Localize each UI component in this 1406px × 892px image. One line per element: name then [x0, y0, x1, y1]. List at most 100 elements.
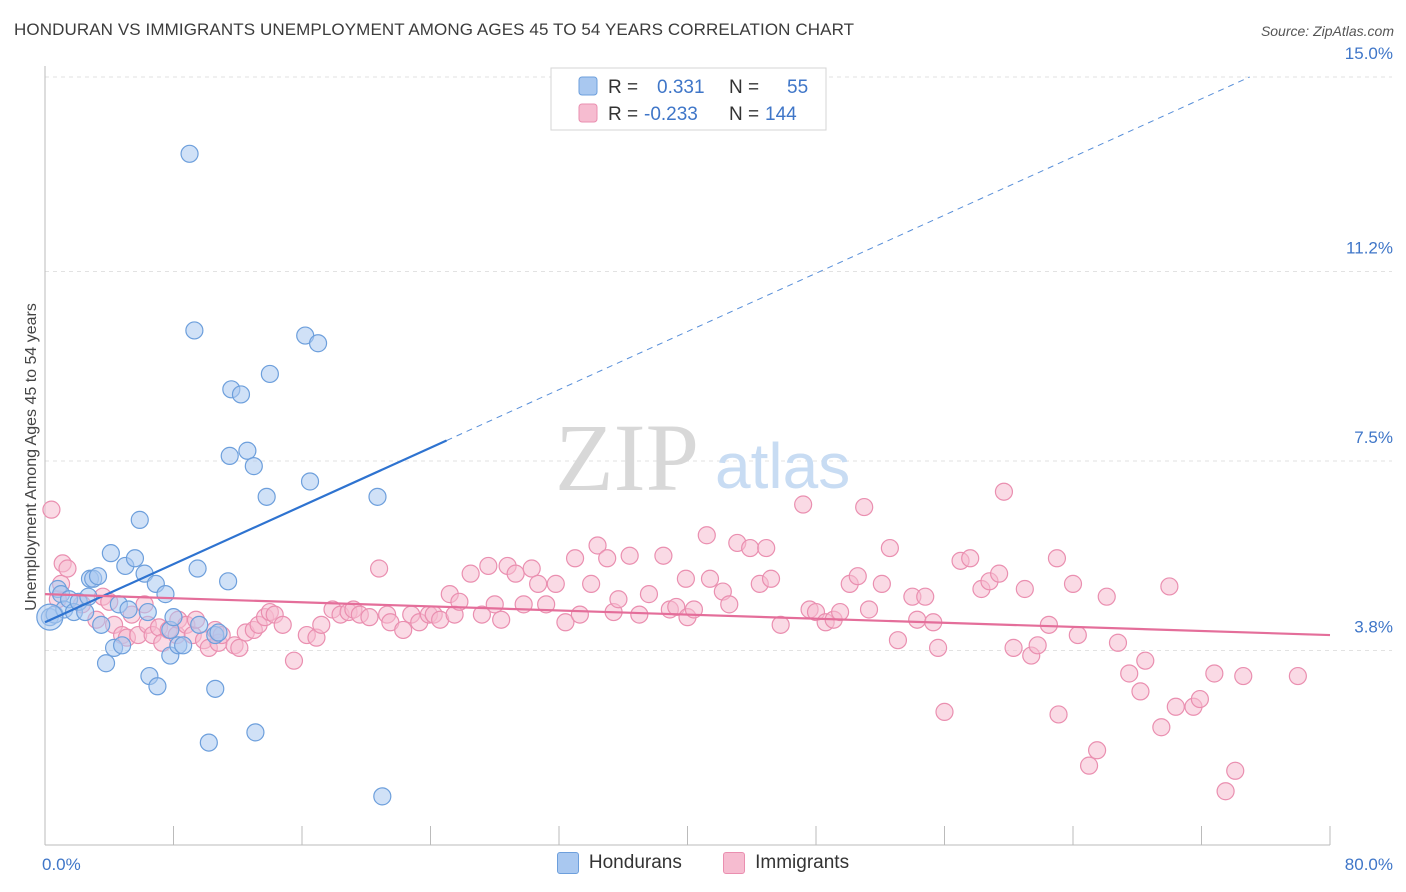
immigrants-point: [994, 482, 1014, 501]
immigrants-point: [1152, 718, 1171, 737]
immigrants-point: [582, 574, 601, 593]
hondurans-point: [101, 544, 120, 563]
hondurans-point: [368, 487, 387, 506]
legend-label-hondurans: Hondurans: [588, 852, 682, 873]
hondurans-point: [260, 364, 279, 384]
immigrants-point: [990, 564, 1009, 583]
immigrants-point: [370, 559, 389, 578]
x-tick-label: 80.0%: [1345, 855, 1393, 874]
axes: [44, 66, 1331, 846]
hondurans-point: [257, 487, 276, 506]
hondurans-point: [96, 654, 116, 673]
immigrants-point: [620, 546, 639, 565]
immigrants-point: [928, 638, 948, 657]
immigrants-point: [1226, 761, 1245, 780]
immigrants-point: [284, 651, 304, 670]
hondurans-point: [130, 510, 149, 529]
immigrants-point: [1047, 549, 1067, 568]
immigrants-point: [757, 538, 776, 558]
immigrants-point: [42, 500, 61, 519]
hondurans-point: [36, 603, 64, 631]
watermark: ZIP atlas: [555, 404, 850, 511]
immigrants-point: [485, 595, 504, 614]
y-tick-label: 7.5%: [1354, 428, 1393, 447]
immigrants-point: [667, 597, 686, 617]
bottom-legend: Hondurans Immigrants: [0, 852, 1406, 880]
immigrants-point: [1190, 689, 1209, 709]
gridlines: [45, 76, 1392, 651]
immigrants-point: [529, 574, 548, 593]
immigrants-point: [697, 526, 716, 545]
immigrants-point: [916, 587, 935, 606]
hondurans-point: [238, 441, 257, 460]
immigrants-point: [1160, 577, 1179, 596]
y-tick-labels: 3.8% 7.5% 11.2% 15.0%: [1345, 44, 1393, 636]
immigrants-point: [609, 590, 628, 609]
immigrants-point: [700, 569, 720, 588]
immigrants-point: [1234, 666, 1253, 686]
immigrants-trend-line: [44, 593, 1331, 637]
immigrants-point: [1136, 651, 1155, 670]
immigrants-point: [794, 495, 813, 514]
immigrants-point: [1097, 587, 1116, 606]
legend-swatch-immigrants: [578, 103, 598, 123]
legend-swatch-hondurans: [556, 852, 579, 874]
hondurans-point: [156, 585, 175, 604]
immigrants-point: [570, 605, 589, 624]
immigrants-point: [771, 615, 790, 634]
y-tick-label: 15.0%: [1345, 44, 1393, 63]
immigrants-point: [1049, 705, 1068, 724]
immigrants-point: [1166, 697, 1185, 716]
immigrants-point: [908, 610, 927, 629]
immigrants-point: [1028, 636, 1047, 655]
immigrants-point: [855, 497, 874, 517]
hondurans-point: [188, 559, 207, 578]
immigrants-point: [888, 631, 908, 650]
x-tick-labels: 0.0% 80.0%: [42, 855, 1393, 874]
immigrants-point: [880, 538, 899, 558]
immigrants-point: [461, 564, 480, 583]
immigrants-point: [872, 574, 891, 593]
hondurans-point: [125, 549, 145, 568]
watermark-zip: ZIP: [555, 404, 699, 511]
immigrants-point: [639, 585, 659, 604]
immigrants-point: [761, 569, 781, 588]
immigrants-point: [630, 605, 649, 624]
trend-lines: [44, 76, 1331, 637]
immigrants-point: [556, 613, 575, 632]
source-label: Source: ZipAtlas.com: [1260, 23, 1394, 39]
legend-item-immigrants: Immigrants: [723, 852, 849, 874]
immigrants-point: [230, 638, 249, 657]
hondurans-point: [244, 457, 263, 476]
immigrants-point: [961, 549, 980, 568]
immigrants-point: [1120, 664, 1139, 683]
legend-item-hondurans: Hondurans: [556, 852, 682, 874]
immigrants-point: [676, 569, 695, 588]
immigrants-point: [537, 595, 556, 614]
stats-legend: R = 0.331 N = 55 R = -0.233 N = 144: [550, 67, 827, 131]
legend-n-value: 144: [765, 104, 797, 125]
hondurans-point: [209, 623, 228, 642]
hondurans-point: [219, 572, 238, 591]
x-tick-label: 0.0%: [42, 855, 81, 874]
hondurans-point: [119, 600, 138, 619]
hondurans-point: [231, 385, 251, 404]
immigrants-point: [720, 595, 739, 614]
hondurans-points: [36, 144, 392, 806]
immigrants-point: [1068, 625, 1087, 645]
hondurans-point: [185, 321, 204, 340]
immigrants-point: [1288, 666, 1307, 686]
immigrants-point: [360, 608, 379, 627]
immigrants-point: [506, 564, 525, 583]
hondurans-point: [88, 567, 108, 586]
immigrants-point: [830, 602, 850, 622]
immigrants-point: [741, 538, 760, 558]
immigrants-point: [546, 574, 565, 593]
legend-n-label: N =: [729, 77, 759, 98]
immigrants-point: [58, 559, 77, 578]
immigrants-point: [1205, 664, 1224, 683]
immigrants-point: [273, 615, 292, 634]
hondurans-point: [112, 636, 132, 655]
immigrants-point: [1015, 579, 1034, 599]
hondurans-point: [174, 636, 193, 655]
